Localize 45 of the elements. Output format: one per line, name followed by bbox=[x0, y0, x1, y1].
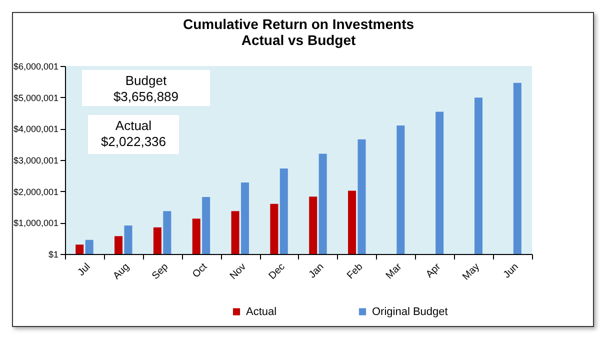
bar bbox=[396, 126, 405, 254]
y-tick-label: $2,000,001 bbox=[13, 186, 58, 197]
bar bbox=[240, 182, 249, 254]
x-tick-label: Sep bbox=[150, 261, 171, 282]
legend-label: Actual bbox=[246, 306, 277, 318]
x-tick-label: Jul bbox=[76, 262, 93, 278]
bar bbox=[309, 196, 318, 254]
bar bbox=[163, 211, 172, 254]
bar bbox=[76, 244, 84, 254]
bar bbox=[202, 196, 210, 254]
bar bbox=[85, 240, 94, 254]
bar bbox=[280, 168, 288, 254]
y-tick-label: $5,000,001 bbox=[13, 92, 58, 103]
x-tick-label: Dec bbox=[266, 262, 288, 282]
bar bbox=[348, 190, 356, 254]
x-tick-label: Oct bbox=[190, 261, 210, 280]
x-tick-label: Feb bbox=[345, 261, 366, 282]
bar bbox=[270, 204, 278, 254]
bar bbox=[436, 112, 444, 254]
y-tick-label: $1,000,001 bbox=[13, 218, 58, 228]
note-box: Actual $2,022,336 bbox=[88, 115, 179, 154]
y-tick-label: $6,000,001 bbox=[13, 62, 58, 72]
x-tick-label: May bbox=[460, 262, 482, 283]
y-tick-label: $1 bbox=[48, 250, 58, 260]
bar bbox=[114, 236, 123, 254]
bar bbox=[358, 139, 366, 254]
bar bbox=[192, 218, 200, 254]
x-tick-label: Aug bbox=[111, 262, 132, 282]
bar bbox=[474, 98, 482, 254]
bar bbox=[231, 211, 240, 254]
x-tick-label: Nov bbox=[228, 262, 248, 282]
bar bbox=[318, 154, 327, 254]
y-tick-label: $4,000,001 bbox=[13, 124, 58, 134]
x-tick-label: Jan bbox=[307, 262, 326, 281]
x-tick-label: Mar bbox=[384, 261, 405, 282]
legend-label: Original Budget bbox=[372, 306, 448, 318]
x-tick-label: Apr bbox=[424, 261, 444, 280]
note-box: Budget $3,656,889 bbox=[82, 70, 210, 106]
bar bbox=[153, 227, 162, 254]
text: Actual vs Budget bbox=[241, 32, 356, 48]
bar bbox=[124, 225, 132, 254]
x-tick-label: Jun bbox=[502, 262, 521, 281]
y-tick-label: $3,000,001 bbox=[13, 156, 58, 166]
text: Cumulative Return on Investments bbox=[182, 16, 414, 32]
bar bbox=[513, 82, 522, 254]
